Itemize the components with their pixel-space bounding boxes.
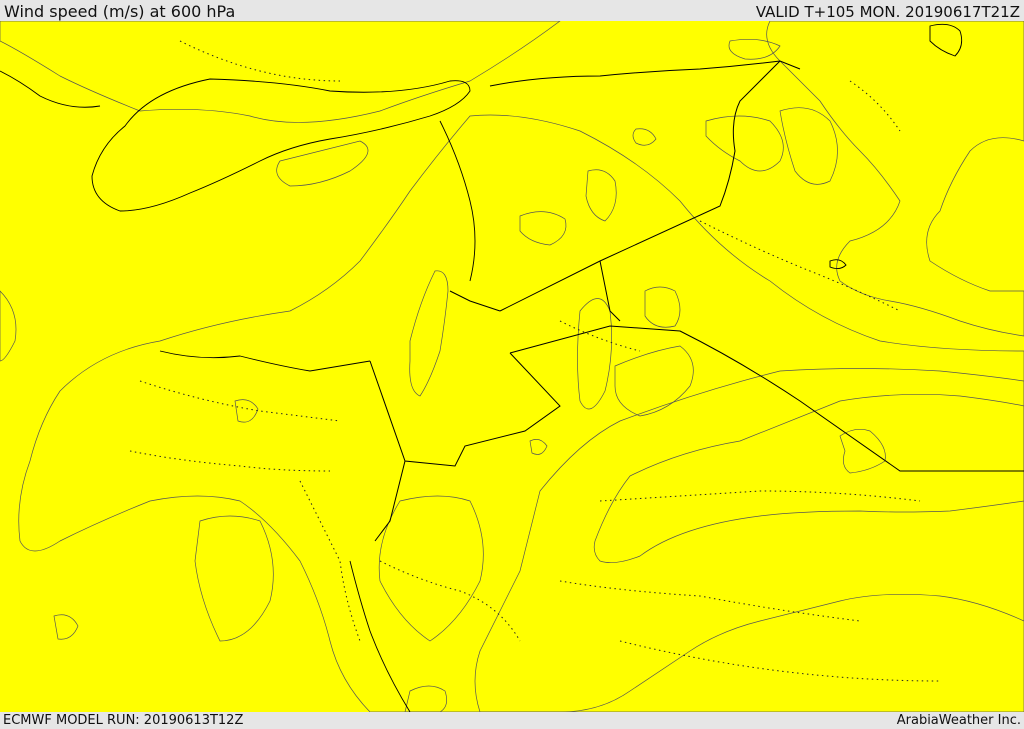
country-borders [369, 60, 1024, 542]
credit-label: ArabiaWeather Inc. [896, 713, 1021, 728]
header-bar: Wind speed (m/s) at 600 hPa VALID T+105 … [0, 0, 1024, 21]
wind-10-15-regions [0, 107, 1024, 712]
provincial-borders [129, 40, 941, 682]
low-wind-regions [0, 21, 1024, 337]
model-run-label: ECMWF MODEL RUN: 20190613T12Z [3, 713, 244, 728]
wind-speed-map [0, 21, 1024, 712]
coastlines [0, 70, 476, 712]
wind-field-base [0, 21, 1024, 712]
wind-5-10-pockets [53, 286, 694, 642]
wind-15-20-regions [404, 169, 1024, 712]
valid-time: VALID T+105 MON. 20190617T21Z [755, 3, 1020, 21]
wind-20-25-regions [593, 393, 1024, 563]
footer-bar: ECMWF MODEL RUN: 20190613T12Z ArabiaWeat… [0, 712, 1024, 729]
water-bodies [91, 23, 963, 270]
map-title: Wind speed (m/s) at 600 hPa [4, 2, 236, 21]
